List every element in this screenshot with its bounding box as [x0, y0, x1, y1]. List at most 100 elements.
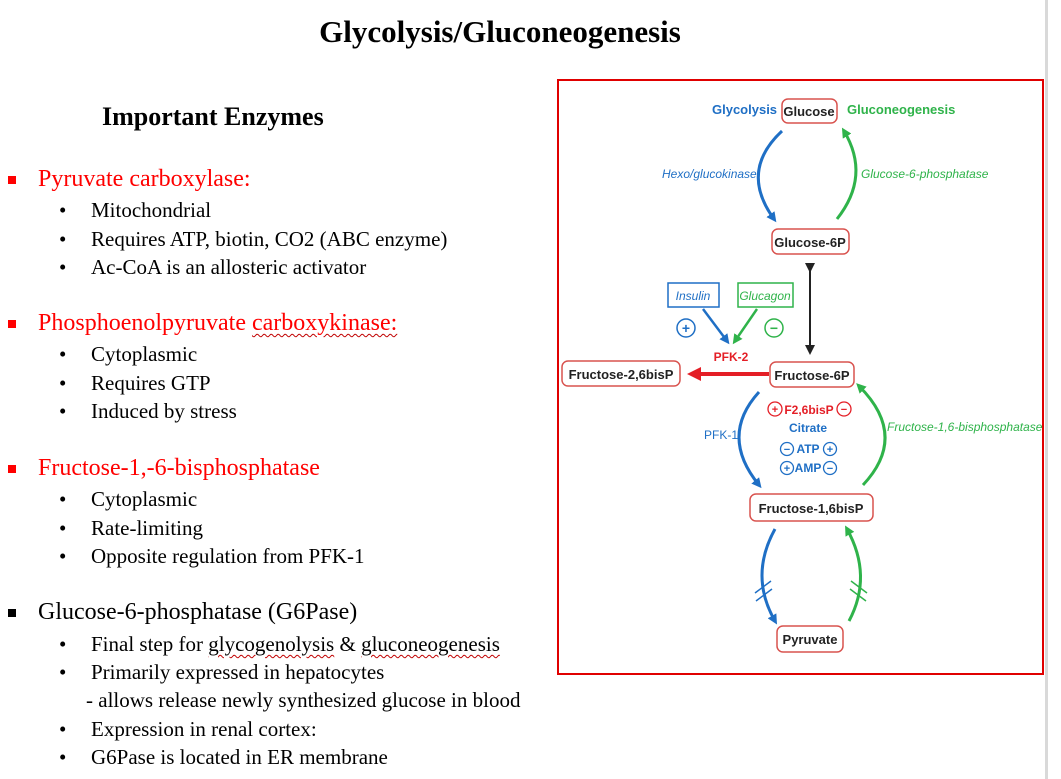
bullet-dot-icon: • — [59, 227, 67, 251]
multi-step-mark — [850, 580, 868, 594]
gluconeogenesis-label: Gluconeogenesis — [847, 102, 955, 117]
fbpase-arrow — [856, 383, 887, 487]
square-bullet-icon — [8, 609, 16, 617]
pathway-svg: Glycolysis Glucose Gluconeogenesis Hexo/… — [561, 98, 1042, 653]
insulin-label: Insulin — [676, 289, 711, 303]
multi-step-mark — [755, 588, 773, 602]
fbpase-label: Fructose-1,6-bisphosphatase — [887, 420, 1042, 434]
atp-label: ATP — [796, 442, 819, 456]
amp-minus-sign: − — [827, 463, 833, 475]
glycolysis-lower-arrow — [760, 528, 777, 625]
amp-label: AMP — [795, 461, 822, 475]
glucagon-arrow — [732, 308, 759, 345]
minus-circle-icon — [822, 460, 838, 476]
bullet-dot-icon: • — [59, 660, 67, 684]
bullet-dot-icon: • — [59, 399, 67, 423]
pfk1-label: PFK-1 — [704, 428, 738, 442]
enzyme-property: G6Pase is located in ER membrane — [91, 745, 388, 769]
minus-circle-icon — [836, 401, 852, 417]
multi-step-mark — [754, 580, 772, 594]
bullet-dot-icon: • — [59, 487, 67, 511]
glucose-6p-box — [771, 228, 850, 255]
enzyme-property-note: - allows release newly synthesized gluco… — [86, 688, 521, 712]
enzyme-name: Pyruvate carboxylase: — [38, 166, 251, 192]
bullet-dot-icon: • — [59, 632, 67, 656]
slide-edge — [1045, 0, 1048, 779]
enzyme-name: Fructose-1,-6-bisphosphatase — [38, 455, 320, 481]
plus-circle-icon — [676, 318, 696, 338]
pfk1-arrow — [737, 390, 762, 489]
fructose-6p-label: Fructose-6P — [774, 368, 849, 383]
enzyme-name-part: Phosphoenolpyruvate — [38, 310, 252, 336]
enzyme-property: Requires GTP — [91, 371, 211, 395]
g6pase-label: Glucose-6-phosphatase — [861, 167, 989, 181]
enzyme-property: Mitochondrial — [91, 198, 212, 222]
bullet-dot-icon: • — [59, 198, 67, 222]
enzyme-property: Cytoplasmic — [91, 487, 198, 511]
insulin-box — [667, 282, 720, 308]
glucagon-label: Glucagon — [739, 289, 791, 303]
enzyme-name: Glucose-6-phosphatase (G6Pase) — [38, 599, 358, 625]
fructose-26-bisp-box — [561, 360, 681, 387]
square-bullet-icon — [8, 176, 16, 184]
enzyme-property-text: Final step for glycogenolysis & gluconeo… — [91, 632, 500, 656]
hexokinase-label: Hexo/glucokinase — [662, 167, 757, 181]
enzyme-property: Ac-CoA is an allosteric activator — [91, 255, 367, 279]
glucagon-box — [737, 282, 794, 308]
enzyme-property: Primarily expressed in hepatocytes — [91, 660, 385, 684]
bullet-dot-icon: • — [59, 516, 67, 540]
page-title: Glycolysis/Gluconeogenesis — [319, 14, 681, 49]
citrate-label: Citrate — [789, 421, 827, 435]
multi-step-mark — [849, 588, 867, 602]
insulin-plus-sign: + — [682, 320, 690, 336]
gluconeogenesis-lower-arrow — [845, 525, 862, 622]
enzyme-title: Fructose-1,-6-bisphosphatase — [38, 455, 320, 482]
pathway-diagram: Glycolysis Glucose Gluconeogenesis Hexo/… — [557, 79, 1044, 675]
glucose-label: Glucose — [783, 104, 834, 119]
enzyme-property: Final step for glycogenolysis & gluconeo… — [91, 632, 500, 657]
enzyme-name-part-underlined: carboxykinase: — [251, 310, 398, 336]
plus-circle-icon — [767, 401, 783, 417]
bullet-dot-icon: • — [59, 371, 67, 395]
pyruvate-box — [776, 625, 844, 653]
square-bullet-icon — [8, 320, 16, 328]
enzyme-property: Induced by stress — [91, 399, 237, 423]
minus-circle-icon — [779, 441, 795, 457]
f26bisp-label: F2,6bisP — [784, 403, 833, 417]
bullet-dot-icon: • — [59, 717, 67, 741]
fructose-6p-box — [769, 361, 855, 388]
enzyme-title: Phosphoenolpyruvate carboxykinase: — [38, 310, 397, 337]
pyruvate-label: Pyruvate — [783, 632, 838, 647]
plus-circle-icon — [822, 441, 838, 457]
amp-plus-sign: + — [784, 463, 790, 475]
pfk2-label: PFK-2 — [714, 350, 749, 364]
hexokinase-arrow — [756, 129, 784, 223]
glucagon-minus-sign: − — [770, 320, 778, 336]
section-heading: Important Enzymes — [102, 102, 324, 131]
fructose-26-bisp-label: Fructose-2,6bisP — [569, 367, 674, 382]
bullet-dot-icon: • — [59, 255, 67, 279]
enzyme-title: Pyruvate carboxylase: — [38, 166, 251, 193]
bullet-dot-icon: • — [59, 342, 67, 366]
minus-circle-icon — [764, 318, 784, 338]
glucose-6p-label: Glucose-6P — [774, 235, 846, 250]
atp-minus-sign: − — [784, 444, 790, 456]
insulin-arrow — [702, 308, 730, 345]
f26bisp-plus-sign: + — [772, 404, 778, 416]
bullet-dot-icon: • — [59, 544, 67, 568]
bullet-dot-icon: • — [59, 745, 67, 769]
enzyme-title: Glucose-6-phosphatase (G6Pase) — [38, 599, 357, 626]
enzyme-property: Opposite regulation from PFK-1 — [91, 544, 365, 568]
plus-circle-icon — [779, 460, 795, 476]
glucose-box — [781, 98, 838, 124]
glycolysis-label: Glycolysis — [712, 102, 777, 117]
square-bullet-icon — [8, 465, 16, 473]
atp-plus-sign: + — [827, 444, 833, 456]
g6pase-arrow — [835, 127, 858, 220]
f26bisp-minus-sign: − — [841, 404, 847, 416]
enzyme-property: Requires ATP, biotin, CO2 (ABC enzyme) — [91, 227, 448, 251]
fructose-16-bisp-box — [749, 493, 874, 522]
enzyme-property: Rate-limiting — [91, 516, 203, 540]
fructose-16-bisp-label: Fructose-1,6bisP — [759, 501, 864, 516]
enzyme-property: Expression in renal cortex: — [91, 717, 317, 741]
